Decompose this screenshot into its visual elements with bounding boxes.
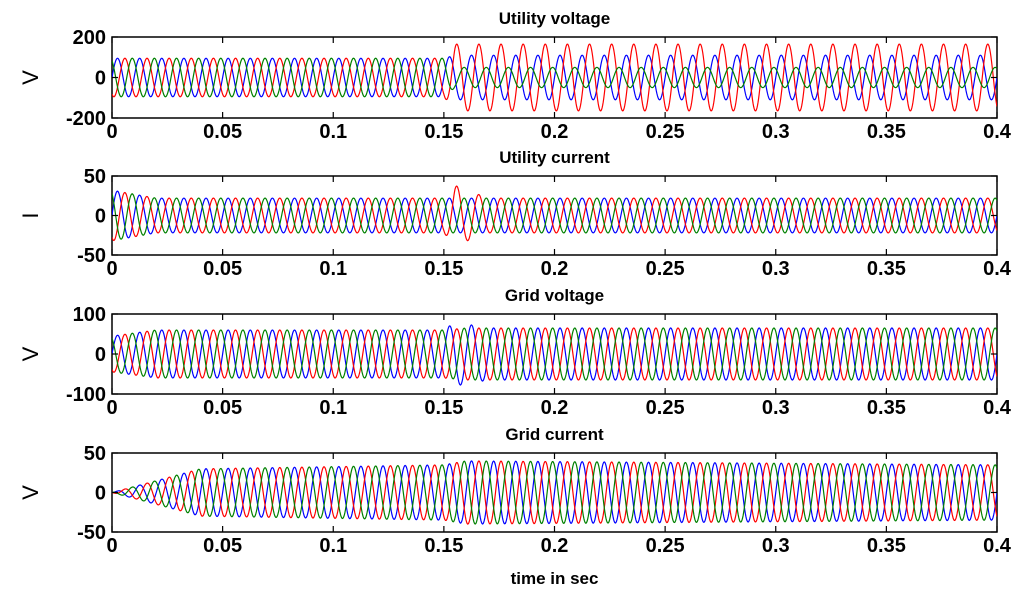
y-tick-label: -200 (66, 108, 106, 130)
x-tick-label: 0.15 (424, 397, 463, 419)
x-tick-label: 0.2 (541, 121, 569, 143)
series-line-2 (112, 327, 997, 381)
y-tick-label: -50 (77, 522, 106, 544)
x-tick-label: 0.3 (762, 535, 790, 557)
y-axis-label: V (18, 346, 43, 361)
series-line-2 (112, 460, 997, 525)
x-tick-label: 0.25 (646, 121, 685, 143)
x-tick-label: 0.05 (203, 121, 242, 143)
x-tick-label: 0.3 (762, 397, 790, 419)
y-tick-label: 200 (73, 27, 106, 49)
series-line-3 (112, 193, 997, 240)
subplot-4: 0 0.05 0.1 0.15 0.2 0.25 0.3 0.35 0.4500-50Grid … (18, 425, 1012, 588)
y-tick-label: 0 (95, 483, 106, 505)
series-line-2 (112, 185, 997, 242)
y-tick-label: -100 (66, 384, 106, 406)
subplot-title: Utility current (499, 148, 610, 167)
x-tick-label: 0.4 (983, 535, 1012, 557)
x-tick-label: 0 (106, 121, 117, 143)
y-tick-label: 0 (95, 206, 106, 228)
x-tick-label: 0.05 (203, 535, 242, 557)
x-axis-label: time in sec (511, 569, 599, 588)
series-line-1 (112, 324, 997, 386)
x-tick-label: 0.4 (983, 258, 1012, 280)
y-axis-label: I (18, 212, 43, 218)
x-tick-label: 0 (106, 258, 117, 280)
subplot-title: Utility voltage (499, 9, 610, 28)
subplot-title: Grid voltage (505, 286, 604, 305)
x-tick-label: 0.15 (424, 121, 463, 143)
series-line-3 (112, 327, 997, 381)
x-tick-label: 0.15 (424, 535, 463, 557)
y-tick-label: 0 (95, 344, 106, 366)
x-tick-label: 0.4 (983, 121, 1012, 143)
x-tick-label: 0.2 (541, 258, 569, 280)
x-tick-label: 0.05 (203, 397, 242, 419)
x-tick-label: 0.2 (541, 535, 569, 557)
x-tick-label: 0.1 (319, 397, 347, 419)
subplot-2: 0 0.05 0.1 0.15 0.2 0.25 0.3 0.35 0.4500-50Utili… (18, 148, 1012, 280)
x-tick-label: 0.25 (646, 397, 685, 419)
y-axis-label: V (18, 70, 43, 85)
x-tick-label: 0.4 (983, 397, 1012, 419)
series-line-1 (112, 460, 997, 525)
subplot-title: Grid current (505, 425, 604, 444)
subplot-1: 0 0.05 0.1 0.15 0.2 0.25 0.3 0.35 0.42000-200Uti… (18, 9, 1012, 143)
subplot-3: 0 0.05 0.1 0.15 0.2 0.25 0.3 0.35 0.41000-100Gri… (18, 286, 1012, 419)
x-tick-label: 0.1 (319, 121, 347, 143)
y-tick-label: 50 (84, 443, 106, 465)
series-line-3 (112, 57, 997, 98)
x-tick-label: 0.1 (319, 535, 347, 557)
y-tick-label: 100 (73, 304, 106, 326)
series-line-1 (112, 54, 997, 101)
x-tick-label: 0.25 (646, 258, 685, 280)
y-tick-label: 50 (84, 166, 106, 188)
x-tick-label: 0.35 (867, 258, 906, 280)
y-tick-label: 0 (95, 68, 106, 90)
series-line-2 (112, 43, 997, 112)
x-tick-label: 0.2 (541, 397, 569, 419)
x-tick-label: 0.35 (867, 397, 906, 419)
x-tick-label: 0 (106, 397, 117, 419)
series-line-3 (112, 460, 997, 525)
series-line-1 (112, 190, 997, 239)
x-tick-label: 0 (106, 535, 117, 557)
x-tick-label: 0.05 (203, 258, 242, 280)
x-tick-label: 0.35 (867, 121, 906, 143)
y-axis-label: V (18, 485, 43, 500)
x-tick-label: 0.1 (319, 258, 347, 280)
x-tick-label: 0.3 (762, 121, 790, 143)
x-tick-label: 0.15 (424, 258, 463, 280)
y-tick-label: -50 (77, 245, 106, 267)
x-tick-label: 0.25 (646, 535, 685, 557)
x-tick-label: 0.35 (867, 535, 906, 557)
x-tick-label: 0.3 (762, 258, 790, 280)
